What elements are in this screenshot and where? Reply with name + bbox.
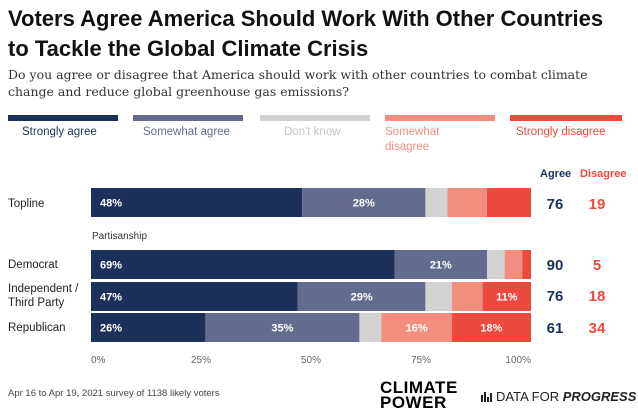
x-tick-label: 100% — [505, 355, 531, 366]
bar-data-label: 16% — [406, 323, 428, 335]
bar-segment — [359, 313, 382, 342]
bar-data-label: 21% — [430, 260, 452, 272]
x-tick-label: 25% — [191, 355, 211, 366]
republican-agree-total: 61 — [546, 320, 564, 337]
bar-segment — [91, 313, 206, 342]
bar-data-label: 35% — [271, 323, 293, 335]
bar-segment — [394, 250, 487, 279]
bar-segment — [451, 282, 483, 311]
bar-segment — [91, 250, 395, 279]
section-label-partisanship: Partisanship — [92, 231, 148, 242]
bar-data-label: 47% — [100, 292, 122, 304]
climate-power-logo-line2: POWER — [380, 393, 447, 412]
chart-title: Voters Agree America Should Work With Ot… — [8, 6, 604, 61]
legend-swatch — [8, 115, 118, 121]
legend-item-somewhat-disagree: Somewhat disagree — [385, 115, 495, 155]
bar-segment — [487, 250, 505, 279]
legend-label: Somewhat agree — [143, 126, 230, 138]
republican-disagree-total: 34 — [588, 320, 606, 337]
legend-label: Strongly disagree — [516, 126, 606, 138]
legend-swatch — [260, 115, 370, 121]
legend-label: Don't know — [284, 126, 341, 138]
row-label-independent: Independent / Third Party — [8, 283, 79, 309]
bar-segment — [425, 282, 452, 311]
legend-item-somewhat-agree: Somewhat agree — [133, 115, 243, 140]
bar-segment — [91, 188, 303, 217]
bar-segment — [425, 188, 448, 217]
dfp-logo-emph: PROGRESS — [562, 389, 637, 404]
bar-segment — [451, 313, 531, 342]
bar-segment — [302, 188, 426, 217]
topline-disagree-total: 19 — [588, 196, 606, 213]
bar-segment — [522, 250, 531, 279]
independent-agree-total: 76 — [546, 288, 564, 305]
data-for-progress-logo: DATA FOR PROGRESS — [481, 389, 636, 404]
climate-power-logo: CLIMATE POWER — [380, 378, 472, 412]
bar-data-label: 48% — [100, 198, 122, 210]
democrat-agree-total: 90 — [546, 257, 564, 274]
legend-swatch — [133, 115, 243, 121]
bar-segment — [487, 188, 531, 217]
bar-segment — [447, 188, 487, 217]
bar-segment — [205, 313, 360, 342]
x-tick-label: 50% — [301, 355, 321, 366]
legend-item-dont-know: Don't know — [260, 115, 370, 140]
legend-swatch — [385, 115, 495, 121]
legend-label: Strongly agree — [22, 126, 97, 138]
bar-data-label: 69% — [100, 260, 122, 272]
row-label-democrat: Democrat — [8, 259, 58, 271]
bar-data-label: 28% — [353, 198, 375, 210]
bar-segment — [91, 282, 298, 311]
climate-power-logo-line1: CLIMATE — [380, 378, 458, 397]
bar-data-label: 29% — [351, 292, 373, 304]
chart-subtitle: Do you agree or disagree that America sh… — [8, 67, 588, 99]
disagree-column-header: Disagree — [580, 168, 627, 180]
bar-segment — [504, 250, 523, 279]
bar-segment — [482, 282, 531, 311]
legend-label: Somewhat disagree — [385, 126, 440, 153]
row-label-topline: Topline — [8, 198, 45, 210]
legend-swatch — [510, 115, 622, 121]
legend-item-strongly-disagree: Strongly disagree — [510, 115, 622, 140]
bar-data-label: 11% — [496, 292, 518, 304]
agree-column-header: Agree — [540, 168, 572, 180]
bar-data-label: 26% — [100, 323, 122, 335]
democrat-disagree-total: 5 — [592, 257, 602, 274]
bar-segment — [381, 313, 452, 342]
legend-item-strongly-agree: Strongly agree — [8, 115, 118, 140]
bar-data-label: 18% — [480, 323, 502, 335]
survey-footnote: Apr 16 to Apr 19, 2021 survey of 1138 li… — [8, 388, 220, 399]
bar-chart-icon — [481, 392, 492, 402]
x-tick-label: 75% — [411, 355, 431, 366]
independent-disagree-total: 18 — [588, 288, 606, 305]
x-tick-label: 0% — [91, 355, 106, 366]
row-label-republican: Republican — [8, 322, 66, 334]
dfp-logo-prefix: DATA FOR — [496, 389, 563, 404]
bar-segment — [297, 282, 426, 311]
topline-agree-total: 76 — [546, 196, 564, 213]
